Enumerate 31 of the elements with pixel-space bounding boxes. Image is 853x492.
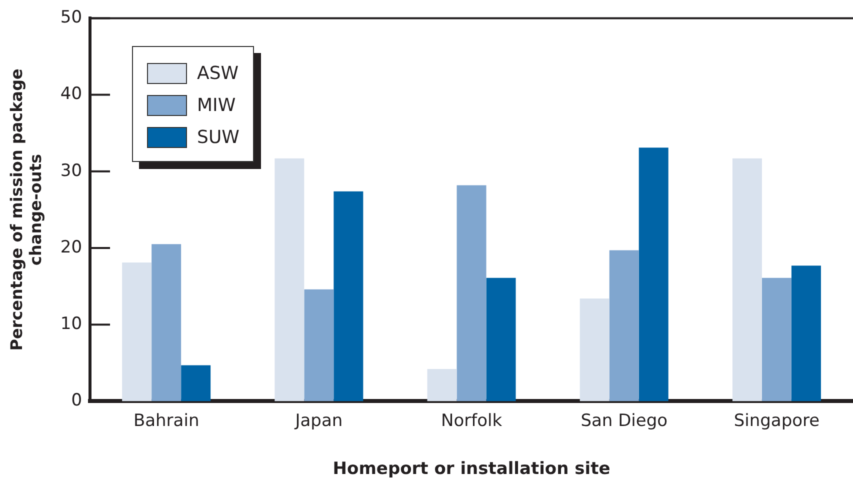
bar: [304, 289, 334, 402]
bar: [580, 298, 610, 402]
x-tick-label: San Diego: [580, 410, 668, 431]
bar: [334, 191, 364, 402]
legend-label: MIW: [197, 94, 236, 116]
x-tick-label: Norfolk: [440, 410, 502, 431]
bar: [274, 158, 304, 402]
legend-label: SUW: [197, 126, 240, 148]
bar: [456, 185, 486, 402]
bar: [609, 250, 639, 402]
bar: [762, 278, 792, 402]
y-tick-label: 50: [60, 8, 82, 28]
y-tick-label: 0: [71, 390, 82, 411]
x-tick-label: Bahrain: [133, 410, 200, 431]
bar: [638, 148, 668, 402]
bar: [791, 266, 821, 402]
x-axis-title: Homeport or installation site: [332, 459, 610, 480]
y-axis-title: Percentage of mission package change-outs: [6, 68, 45, 351]
y-tick-label: 40: [60, 84, 82, 104]
bar: [181, 365, 211, 402]
x-tick-label: Japan: [294, 410, 343, 431]
bar: [122, 262, 152, 402]
bar: [427, 369, 457, 402]
y-tick-label: 20: [60, 237, 82, 258]
bar: [732, 158, 762, 402]
y-tick-label: 30: [60, 160, 82, 181]
bar: [486, 278, 516, 402]
y-tick-label: 10: [60, 314, 82, 334]
legend-label: ASW: [197, 62, 239, 84]
x-tick-label: Singapore: [734, 410, 820, 431]
bar: [152, 244, 182, 402]
